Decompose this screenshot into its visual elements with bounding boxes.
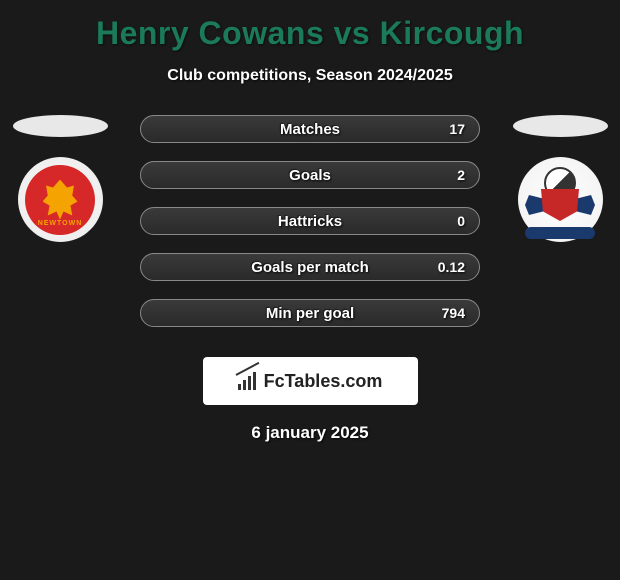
stat-value: 0 (457, 213, 465, 229)
stat-value: 17 (449, 121, 465, 137)
stats-column: Matches 17 Goals 2 Hattricks 0 Goals per… (110, 115, 510, 345)
stat-bar: Matches 17 (140, 115, 480, 143)
badge-left-inner: NEWTOWN (25, 165, 95, 235)
stat-value: 794 (442, 305, 465, 321)
stat-bar: Goals 2 (140, 161, 480, 189)
comparison-card: Henry Cowans vs Kircough Club competitio… (0, 0, 620, 453)
badge-wing-right (575, 195, 595, 215)
stat-label: Min per goal (266, 305, 354, 322)
team-badge-left: NEWTOWN (18, 157, 103, 242)
stat-value: 2 (457, 167, 465, 183)
stat-value: 0.12 (438, 259, 465, 275)
badge-wing-left (525, 195, 545, 215)
right-column (510, 115, 610, 242)
chart-icon (238, 372, 260, 390)
badge-right-banner (525, 227, 595, 239)
page-title: Henry Cowans vs Kircough (0, 15, 620, 52)
left-ellipse (13, 115, 108, 137)
date-label: 6 january 2025 (0, 423, 620, 443)
right-ellipse (513, 115, 608, 137)
stat-label: Hattricks (278, 213, 342, 230)
stat-bar: Min per goal 794 (140, 299, 480, 327)
stat-bar: Hattricks 0 (140, 207, 480, 235)
stat-label: Goals per match (251, 259, 369, 276)
stat-label: Matches (280, 121, 340, 138)
stat-label: Goals (289, 167, 331, 184)
stat-bar: Goals per match 0.12 (140, 253, 480, 281)
main-row: NEWTOWN Matches 17 Goals 2 Hattricks 0 G… (0, 115, 620, 345)
badge-left-text: NEWTOWN (38, 220, 83, 227)
left-column: NEWTOWN (10, 115, 110, 242)
subtitle: Club competitions, Season 2024/2025 (0, 67, 620, 85)
badge-right-crest (530, 167, 590, 232)
logo-text: FcTables.com (264, 371, 383, 392)
team-badge-right (518, 157, 603, 242)
logo-box: FcTables.com (203, 357, 418, 405)
